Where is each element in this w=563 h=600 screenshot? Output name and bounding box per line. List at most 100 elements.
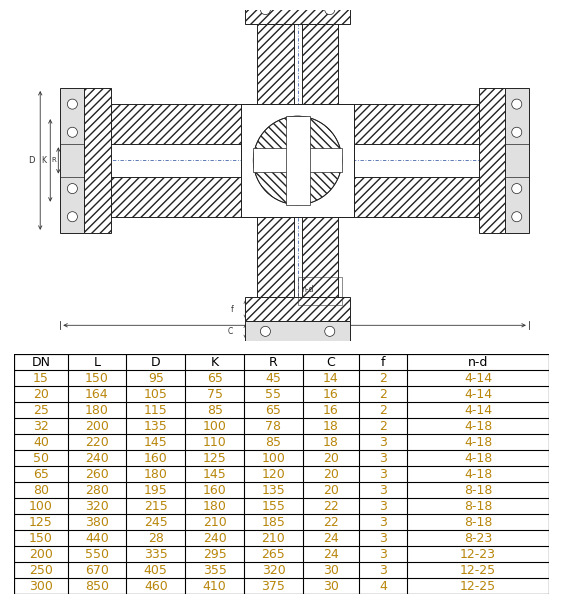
Text: 20: 20 [323,467,339,481]
Text: 135: 135 [262,484,285,497]
Text: 24: 24 [323,532,339,545]
Circle shape [325,326,335,337]
Text: f: f [381,355,385,368]
Text: 215: 215 [144,499,168,512]
Text: 22: 22 [323,515,339,529]
Text: n-d: n-d [468,355,488,368]
Text: 240: 240 [85,452,109,464]
Text: 180: 180 [144,467,168,481]
Text: 20: 20 [33,388,49,401]
Text: 3: 3 [379,467,387,481]
Text: 160: 160 [203,484,226,497]
Bar [302,23,338,104]
Bar [504,88,529,233]
Text: 85: 85 [207,404,222,416]
Text: C: C [327,355,336,368]
Text: 195: 195 [144,484,168,497]
Text: C: C [228,327,233,336]
Circle shape [68,212,77,222]
Text: 185: 185 [262,515,285,529]
Text: 28: 28 [148,532,164,545]
Text: 410: 410 [203,580,226,593]
Text: 75: 75 [207,388,222,401]
Text: 135: 135 [144,419,168,433]
Circle shape [325,5,335,14]
Text: 45: 45 [266,371,282,385]
Text: D: D [28,156,34,165]
Text: 405: 405 [144,563,168,577]
Text: 2: 2 [379,419,387,433]
Text: 100: 100 [262,452,285,464]
Text: n-d: n-d [302,284,314,293]
Text: 25: 25 [33,404,49,416]
Text: 12-25: 12-25 [460,563,496,577]
Text: 320: 320 [262,563,285,577]
Text: 335: 335 [144,547,168,560]
Text: 550: 550 [85,547,109,560]
Circle shape [68,99,77,109]
Text: 110: 110 [203,436,226,449]
Circle shape [68,184,77,194]
Text: 250: 250 [29,563,53,577]
Text: 2: 2 [379,404,387,416]
Text: 78: 78 [266,419,282,433]
Text: 280: 280 [85,484,109,497]
Text: 100: 100 [203,419,226,433]
Text: 105: 105 [144,388,168,401]
Text: 245: 245 [144,515,168,529]
Bar [110,176,242,217]
Text: K: K [41,156,46,165]
Text: L: L [93,355,100,368]
Text: 4-18: 4-18 [464,436,492,449]
Text: 125: 125 [29,515,53,529]
Text: 2: 2 [379,388,387,401]
Text: 18: 18 [323,419,339,433]
Bar [60,88,84,233]
Text: 95: 95 [148,371,164,385]
Text: 3: 3 [379,532,387,545]
Text: 145: 145 [203,467,226,481]
Circle shape [68,127,77,137]
Text: 115: 115 [144,404,168,416]
Circle shape [512,212,522,222]
Circle shape [512,184,522,194]
Bar [302,217,338,297]
Text: 260: 260 [85,467,109,481]
Text: R: R [52,157,56,163]
Text: 12-25: 12-25 [460,580,496,593]
Text: 3: 3 [379,436,387,449]
Text: 320: 320 [85,499,109,512]
Text: 12-23: 12-23 [460,547,496,560]
Bar [242,104,354,217]
Text: 120: 120 [262,467,285,481]
Text: 460: 460 [144,580,168,593]
Text: 125: 125 [203,452,226,464]
Text: 3: 3 [379,547,387,560]
Text: 55: 55 [266,388,282,401]
Bar [479,88,504,233]
Text: 4-14: 4-14 [464,388,492,401]
Text: 16: 16 [323,388,339,401]
Text: 180: 180 [85,404,109,416]
Circle shape [512,99,522,109]
Text: 65: 65 [266,404,282,416]
Text: 300: 300 [29,580,53,593]
Text: 8-18: 8-18 [464,499,492,512]
Text: 80: 80 [33,484,49,497]
Text: 380: 380 [85,515,109,529]
Bar [354,176,479,217]
Text: L: L [292,334,297,343]
Text: 375: 375 [262,580,285,593]
Text: f: f [230,305,233,314]
Text: 150: 150 [85,371,109,385]
Text: 14: 14 [323,371,339,385]
Text: 65: 65 [33,467,49,481]
Bar [245,0,350,23]
Text: 265: 265 [262,547,285,560]
Text: 8-18: 8-18 [464,484,492,497]
Text: 4-14: 4-14 [464,371,492,385]
Text: 20: 20 [323,452,339,464]
Text: 20: 20 [323,484,339,497]
Text: 3: 3 [379,515,387,529]
Text: 100: 100 [29,499,53,512]
